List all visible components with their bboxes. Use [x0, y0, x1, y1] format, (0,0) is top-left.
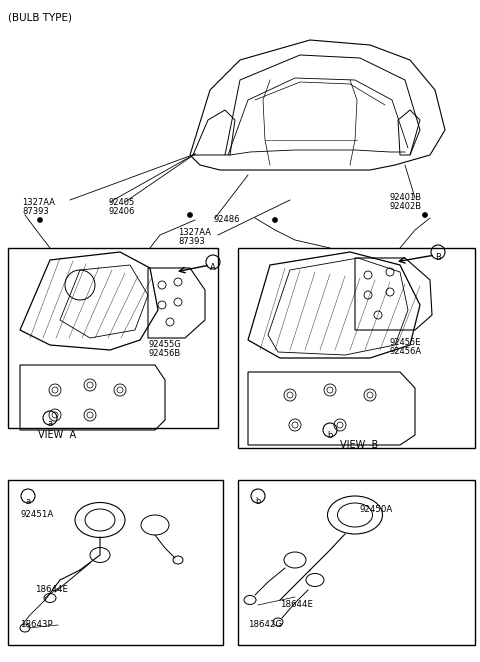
Text: 92450A: 92450A [360, 505, 393, 514]
Circle shape [188, 213, 192, 218]
Bar [238, 480, 475, 645]
Text: VIEW  A: VIEW A [38, 430, 76, 440]
Text: 87393: 87393 [178, 237, 205, 246]
Circle shape [422, 213, 428, 218]
Text: 92456B: 92456B [148, 349, 180, 358]
Text: 92401B: 92401B [390, 193, 422, 202]
Text: b: b [327, 430, 333, 440]
Text: 92486: 92486 [213, 215, 240, 224]
Circle shape [37, 218, 43, 222]
Text: (BULB TYPE): (BULB TYPE) [8, 12, 72, 22]
Text: 18643P: 18643P [20, 620, 53, 629]
Text: 92456A: 92456A [390, 347, 422, 356]
Text: 92402B: 92402B [390, 202, 422, 211]
Text: b: b [255, 496, 261, 506]
Bar [8, 248, 218, 428]
Bar [238, 248, 475, 448]
Circle shape [273, 218, 277, 222]
Text: 92455G: 92455G [148, 340, 181, 349]
Text: 1327AA: 1327AA [22, 198, 55, 207]
Text: 92405: 92405 [108, 198, 134, 207]
Text: VIEW  B: VIEW B [340, 440, 378, 450]
Text: 1327AA: 1327AA [178, 228, 211, 237]
Text: B: B [435, 252, 441, 261]
Bar [8, 480, 223, 645]
Text: 87393: 87393 [22, 207, 49, 216]
Text: 92451A: 92451A [20, 510, 53, 519]
Text: 92455E: 92455E [390, 338, 421, 347]
Text: a: a [25, 496, 31, 506]
Text: a: a [48, 418, 53, 428]
Text: 18642G: 18642G [248, 620, 282, 629]
Text: 92406: 92406 [108, 207, 134, 216]
Text: 18644E: 18644E [35, 585, 68, 594]
Text: A: A [210, 263, 216, 271]
Text: 18644E: 18644E [280, 600, 313, 609]
